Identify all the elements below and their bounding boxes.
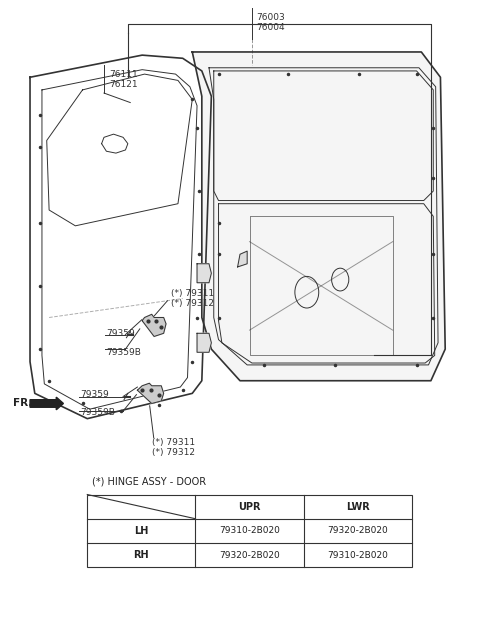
- Polygon shape: [197, 264, 211, 283]
- Text: 79359B: 79359B: [107, 348, 141, 357]
- Polygon shape: [238, 251, 247, 267]
- Polygon shape: [137, 384, 164, 403]
- Text: LWR: LWR: [346, 502, 370, 512]
- Text: 79310-2B020: 79310-2B020: [219, 526, 280, 535]
- Text: 76111: 76111: [109, 70, 137, 79]
- Text: (*) 79312: (*) 79312: [152, 448, 195, 457]
- FancyArrow shape: [30, 397, 63, 410]
- Text: 79359: 79359: [107, 329, 135, 338]
- Text: 79320-2B020: 79320-2B020: [219, 551, 280, 559]
- Text: 76003: 76003: [257, 13, 286, 22]
- Text: UPR: UPR: [238, 502, 261, 512]
- Polygon shape: [192, 52, 445, 381]
- Text: 79359: 79359: [80, 390, 109, 399]
- Polygon shape: [197, 333, 211, 352]
- Text: 76121: 76121: [109, 81, 137, 90]
- Text: 79320-2B020: 79320-2B020: [327, 526, 388, 535]
- Text: 76004: 76004: [257, 23, 285, 32]
- Text: LH: LH: [134, 526, 149, 536]
- Text: (*) HINGE ASSY - DOOR: (*) HINGE ASSY - DOOR: [92, 477, 206, 487]
- Text: (*) 79311: (*) 79311: [171, 289, 214, 298]
- Text: 79310-2B020: 79310-2B020: [327, 551, 388, 559]
- Text: FR.: FR.: [13, 399, 33, 408]
- Text: RH: RH: [133, 550, 149, 560]
- Bar: [87, 495, 412, 567]
- Text: (*) 79311: (*) 79311: [152, 438, 195, 447]
- Text: 79359B: 79359B: [80, 408, 115, 417]
- Text: (*) 79312: (*) 79312: [171, 299, 214, 308]
- Polygon shape: [142, 314, 166, 337]
